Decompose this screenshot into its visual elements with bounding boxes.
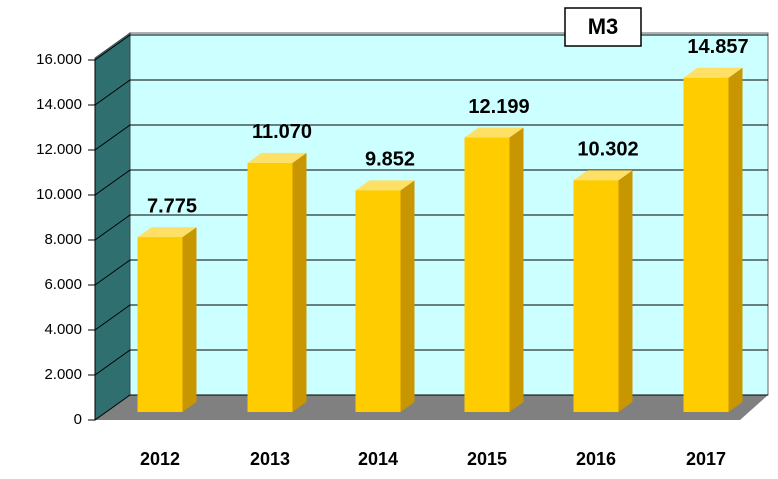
- bar: [247, 162, 293, 412]
- bar-top: [137, 227, 197, 238]
- chart-title: M3: [588, 14, 619, 39]
- value-label: 9.852: [365, 149, 415, 171]
- bar-side: [509, 127, 524, 413]
- bar-side: [728, 67, 743, 412]
- grid-line: [94, 214, 131, 241]
- bar: [355, 190, 401, 412]
- bar-top: [247, 152, 307, 163]
- y-tick-label: 4.000: [44, 321, 82, 338]
- back-wall: [129, 32, 769, 396]
- x-tick-label: 2013: [250, 449, 290, 469]
- bar: [464, 137, 510, 412]
- y-tick-label: 14.000: [36, 96, 82, 113]
- x-tick-label: 2012: [140, 449, 180, 469]
- grid-line: [94, 34, 131, 61]
- grid-line: [94, 169, 131, 196]
- bar-side: [618, 170, 633, 412]
- value-label: 11.070: [252, 121, 312, 143]
- y-tick-label: 6.000: [44, 276, 82, 293]
- y-tick-label: 12.000: [36, 141, 82, 158]
- bar-top: [355, 180, 415, 191]
- grid-line: [94, 79, 131, 106]
- y-tick-label: 8.000: [44, 231, 82, 248]
- title-box: [564, 7, 642, 47]
- value-label: 12.199: [468, 96, 529, 118]
- grid-line: [94, 304, 131, 331]
- bar: [683, 77, 729, 412]
- bar-top: [464, 127, 524, 138]
- x-tick-label: 2017: [686, 449, 726, 469]
- value-label: 7.775: [147, 195, 197, 217]
- y-tick-label: 16.000: [36, 51, 82, 68]
- x-tick-label: 2016: [576, 449, 616, 469]
- bar-top: [683, 67, 743, 78]
- y-tick-label: 10.000: [36, 186, 82, 203]
- x-tick-label: 2015: [467, 449, 507, 469]
- grid-line: [94, 394, 131, 421]
- bar-side: [292, 152, 307, 413]
- bar: [573, 180, 619, 412]
- value-label: 10.302: [577, 138, 638, 160]
- grid-line: [94, 124, 131, 151]
- plot: 0 2.000 4.000 6.000 8.000 10.000 12.000 14.000 1…: [36, 34, 768, 469]
- x-tick-label: 2014: [358, 449, 398, 469]
- grid-line: [94, 259, 131, 286]
- value-label: 14.857: [687, 36, 748, 58]
- bar-side: [400, 180, 415, 412]
- bar-side: [182, 227, 197, 412]
- grid-line: [94, 349, 131, 376]
- y-tick-label: 2.000: [44, 366, 82, 383]
- bar-top: [573, 170, 633, 181]
- bar: [137, 237, 183, 412]
- y-tick-label: 0: [74, 411, 82, 428]
